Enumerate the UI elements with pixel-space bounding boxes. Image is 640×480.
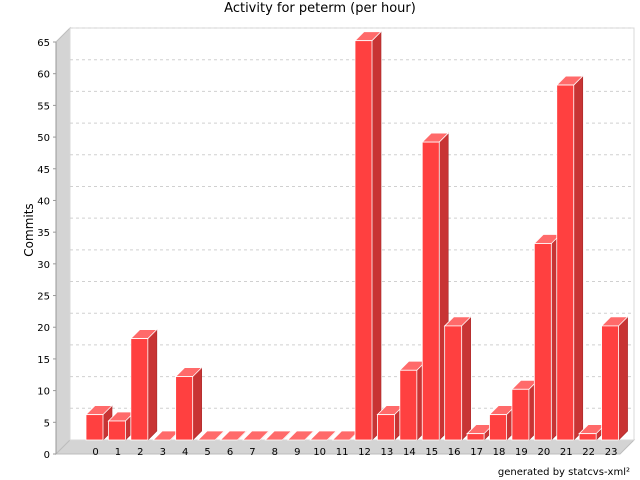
bar-front: [130, 338, 149, 441]
x-tick-label: 12: [358, 447, 371, 458]
y-tick-label: 65: [37, 38, 50, 49]
bar: [174, 366, 203, 441]
x-tick-label: 15: [425, 447, 438, 458]
x-tick-label: 11: [336, 447, 349, 458]
bar-top: [264, 430, 293, 441]
bar-side: [618, 316, 628, 441]
y-tick-label: 20: [37, 323, 50, 334]
bar-front: [466, 433, 485, 441]
bar: [443, 316, 472, 441]
y-axis-label: Commits: [22, 203, 36, 256]
x-tick-label: 1: [115, 447, 121, 458]
bar-side: [573, 75, 584, 441]
bar-front: [85, 414, 104, 441]
y-tick-label: 25: [37, 292, 50, 303]
bar: [555, 75, 584, 441]
bar-front: [578, 433, 597, 441]
x-axis-ticks: 0 1 2 3 4 5 6 7 8 9 10 11 12 13 14 15 16 17 18 19 20 21 22 23: [92, 447, 617, 458]
bar-front: [489, 414, 507, 441]
bar-side: [461, 316, 471, 441]
x-tick-label: 9: [294, 447, 300, 458]
x-tick-label: 0: [92, 447, 98, 458]
x-tick-label: 19: [515, 447, 528, 458]
bar-front: [601, 325, 619, 441]
bar-front: [556, 84, 575, 441]
x-tick-label: 2: [137, 447, 143, 458]
plot-left-wall: [55, 26, 71, 456]
x-tick-label: 4: [182, 447, 188, 458]
bar-top: [241, 430, 270, 441]
chart-title: Activity for peterm (per hour): [224, 1, 416, 16]
bar: [197, 430, 226, 441]
y-axis-ticks: 0 5 10 15 20 25 30 35 40 45 50 55 60 65: [37, 38, 57, 461]
bar-side: [192, 366, 202, 441]
y-tick-label: 10: [37, 387, 50, 398]
bar: [286, 430, 315, 441]
bar-front: [511, 388, 530, 441]
bar-top: [309, 430, 338, 441]
y-tick-label: 15: [37, 355, 50, 366]
bar-front: [377, 414, 395, 441]
x-tick-label: 16: [448, 447, 461, 458]
bar: [309, 430, 338, 441]
bar-front: [399, 369, 418, 441]
x-tick-label: 7: [249, 447, 255, 458]
bar-top: [197, 430, 226, 441]
y-tick-label: 35: [37, 228, 50, 239]
x-tick-label: 13: [381, 447, 394, 458]
y-tick-label: 5: [44, 418, 50, 429]
bar: [129, 328, 158, 441]
bar-front: [444, 325, 463, 441]
bar: [600, 316, 629, 441]
credit-text: generated by statcvs-xml²: [498, 467, 630, 478]
bar-side: [147, 328, 158, 441]
x-tick-label: 22: [582, 447, 595, 458]
bar-front: [175, 376, 194, 441]
bar-top: [219, 430, 248, 441]
y-tick-label: 30: [37, 260, 50, 271]
x-tick-label: 14: [403, 447, 416, 458]
y-tick-label: 60: [37, 70, 50, 81]
y-tick-label: 50: [37, 133, 50, 144]
x-tick-label: 17: [470, 447, 483, 458]
bar-side: [371, 30, 382, 441]
y-tick-label: 0: [44, 450, 50, 461]
x-tick-label: 10: [313, 447, 326, 458]
y-tick-label: 45: [37, 165, 50, 176]
x-tick-label: 8: [272, 447, 278, 458]
x-tick-label: 21: [560, 447, 573, 458]
bar-top: [286, 430, 315, 441]
bar: [107, 411, 136, 441]
bar-front: [108, 420, 126, 441]
x-tick-label: 6: [227, 447, 233, 458]
bar: [219, 430, 248, 441]
bar: [264, 430, 293, 441]
x-tick-label: 18: [493, 447, 506, 458]
bar-front: [354, 40, 373, 441]
y-tick-label: 40: [37, 196, 50, 207]
y-tick-label: 55: [37, 101, 50, 112]
bar: [354, 30, 382, 441]
bar: [241, 430, 270, 441]
bar-front: [533, 243, 552, 441]
x-tick-label: 3: [160, 447, 166, 458]
x-tick-label: 23: [605, 447, 618, 458]
x-tick-label: 5: [204, 447, 210, 458]
bar-front: [421, 141, 440, 441]
x-tick-label: 20: [537, 447, 550, 458]
bars: [85, 30, 629, 441]
